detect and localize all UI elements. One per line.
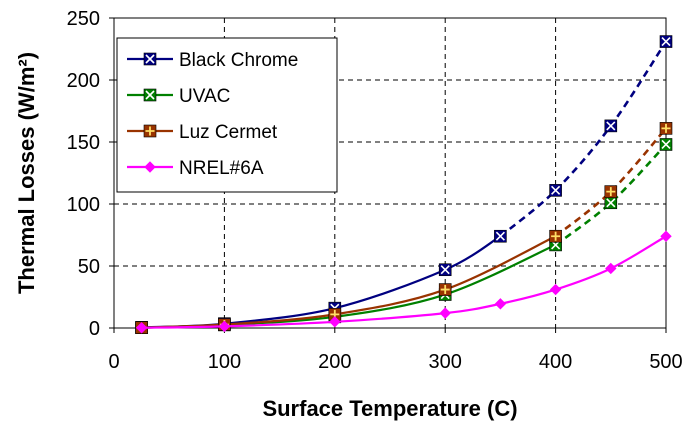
y-tick-label: 200 (67, 70, 100, 92)
series-line-dashed (499, 40, 668, 238)
data-point (659, 122, 673, 135)
plot-area-frame (113, 17, 667, 329)
x-tick-label: 100 (208, 351, 241, 373)
y-tick-label: 250 (67, 8, 100, 30)
series-line-solid (141, 235, 667, 329)
legend-item: NREL#6A (127, 158, 264, 179)
legend-item: UVAC (127, 86, 230, 107)
data-point (604, 185, 618, 198)
data-point (549, 283, 562, 296)
y-tick-label: 150 (67, 132, 100, 154)
data-point (438, 283, 452, 296)
data-point (659, 138, 673, 151)
x-tick-label: 400 (539, 351, 572, 373)
x-tick-label: 0 (108, 351, 119, 373)
legend-item: Black Chrome (127, 50, 298, 71)
legend: Black Chrome UVAC Luz Cermet NREL#6A (116, 37, 338, 193)
y-tick-label: 100 (67, 194, 100, 216)
x-tick-label: 500 (649, 351, 682, 373)
data-point (549, 229, 562, 243)
series-line-dashed (554, 143, 667, 246)
data-point (659, 35, 673, 48)
legend-marker (143, 124, 157, 138)
x-axis-title: Surface Temperature (C) (262, 396, 517, 421)
y-axis-ticks: 0 50 100 150 200 250 (67, 8, 114, 340)
legend-item: Luz Cermet (127, 122, 278, 143)
y-tick-label: 50 (78, 256, 100, 278)
legend-marker (144, 161, 156, 173)
series-nrel-6a (135, 230, 672, 334)
y-axis-title: Thermal Losses (W/m²) (14, 52, 39, 294)
data-point (494, 298, 507, 310)
data-point (549, 184, 562, 197)
data-point (329, 316, 341, 328)
legend-marker (143, 52, 157, 66)
data-point (604, 196, 618, 210)
x-tick-label: 300 (429, 351, 462, 373)
data-point (660, 230, 672, 242)
y-tick-label: 0 (89, 318, 100, 340)
legend-marker (143, 88, 157, 102)
data-point (494, 229, 507, 243)
series-layer (135, 35, 673, 334)
data-point (135, 322, 148, 334)
series-line-dashed (554, 127, 667, 238)
data-point (605, 262, 617, 275)
x-axis-ticks: 0 100 200 300 400 500 (108, 328, 683, 373)
data-point (438, 263, 452, 277)
data-point (218, 320, 231, 333)
series-line-solid (141, 243, 557, 329)
legend-label: Black Chrome (179, 50, 298, 71)
legend-label: UVAC (179, 86, 230, 107)
data-point (604, 119, 618, 133)
data-point (439, 307, 451, 319)
x-tick-label: 200 (318, 351, 351, 373)
legend-label: Luz Cermet (179, 122, 278, 143)
legend-label: NREL#6A (179, 158, 264, 179)
